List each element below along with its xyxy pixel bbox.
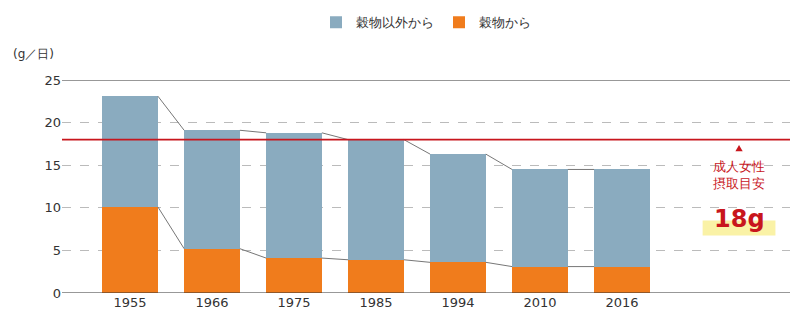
svg-text:1975: 1975 — [277, 295, 310, 310]
svg-text:0: 0 — [53, 286, 61, 301]
svg-text:2010: 2010 — [523, 295, 556, 310]
svg-text:穀物以外から: 穀物以外から — [356, 15, 434, 30]
svg-text:1994: 1994 — [441, 295, 474, 310]
svg-text:2016: 2016 — [605, 295, 638, 310]
svg-text:18g: 18g — [714, 205, 765, 233]
svg-text:25: 25 — [44, 73, 61, 88]
svg-text:20: 20 — [44, 115, 61, 130]
svg-text:成人女性摂取目安: 成人女性摂取目安 — [713, 159, 765, 191]
svg-text:5: 5 — [53, 243, 61, 258]
svg-text:15: 15 — [44, 158, 61, 173]
svg-text:(g／日): (g／日) — [13, 47, 54, 61]
svg-text:1966: 1966 — [195, 295, 228, 310]
svg-text:1955: 1955 — [114, 295, 147, 310]
svg-text:10: 10 — [44, 200, 61, 215]
svg-text:1985: 1985 — [359, 295, 392, 310]
svg-text:穀物から: 穀物から — [479, 15, 531, 30]
